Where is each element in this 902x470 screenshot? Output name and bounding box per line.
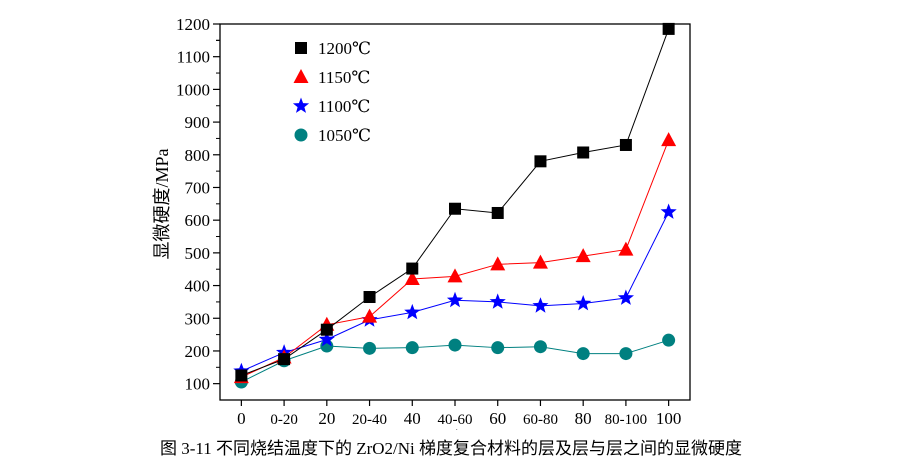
legend-marker [292, 97, 310, 113]
data-point [404, 271, 420, 286]
x-tick-label: 60-80 [523, 412, 558, 428]
series-star [233, 203, 677, 379]
x-tick-label: 20-40 [352, 412, 387, 428]
data-point [532, 254, 548, 269]
data-point [320, 323, 333, 336]
data-point [619, 347, 633, 361]
data-point [618, 241, 634, 256]
data-point [363, 341, 377, 355]
data-point [405, 341, 419, 355]
chart: 1002003004005006007008009001000110012000… [152, 15, 691, 451]
data-point [318, 331, 335, 347]
data-point [448, 338, 462, 352]
y-tick-label: 600 [185, 211, 211, 230]
data-point [619, 138, 632, 151]
data-point [533, 340, 547, 354]
x-tick-label: 100 [656, 409, 682, 428]
y-tick-label: 1200 [176, 15, 210, 34]
legend-label: 1150℃ [318, 68, 370, 87]
x-tick-label: 20 [318, 409, 335, 428]
data-point [575, 295, 592, 311]
data-point [235, 369, 248, 382]
x-tick-label: 40-60 [438, 412, 473, 428]
y-tick-label: 300 [185, 309, 211, 328]
x-tick-label: 40 [404, 409, 421, 428]
x-axis-label: ZrO2 含量/% [409, 429, 500, 430]
y-tick-label: 200 [185, 342, 211, 361]
y-tick-label: 1000 [176, 80, 210, 99]
legend-marker [295, 42, 307, 54]
data-point [490, 256, 506, 271]
y-axis-label: 显微硬度/MPa [152, 148, 172, 259]
data-point [447, 268, 463, 283]
series-square [235, 22, 675, 382]
data-point [278, 353, 291, 366]
data-point [363, 291, 376, 304]
data-point [406, 262, 419, 275]
legend-marker [293, 69, 309, 83]
legend-marker [294, 128, 308, 142]
data-point [489, 293, 506, 309]
y-tick-label: 900 [185, 113, 211, 132]
y-tick-label: 100 [185, 375, 211, 394]
x-tick-label: 80-100 [605, 412, 648, 428]
figure-caption: 图 3-11 不同烧结温度下的 ZrO2/Ni 梯度复合材料的层及层与层之间的显… [159, 439, 743, 458]
data-point [404, 303, 421, 320]
data-point [534, 155, 547, 168]
data-point [491, 206, 504, 219]
y-tick-label: 1100 [177, 48, 210, 67]
legend-label: 1100℃ [318, 97, 370, 116]
legend-label: 1200℃ [318, 39, 371, 58]
data-point [662, 22, 675, 35]
data-point [576, 347, 590, 361]
series-circle [234, 333, 676, 389]
data-point [662, 333, 676, 347]
legend-label: 1050℃ [318, 126, 371, 145]
x-tick-label: 60 [489, 409, 506, 428]
data-point [660, 203, 677, 219]
x-tick-label: 80 [575, 409, 592, 428]
data-point [575, 248, 591, 263]
y-tick-label: 700 [185, 178, 211, 197]
x-tick-label: 0 [237, 409, 246, 428]
data-point [446, 291, 464, 308]
y-tick-label: 800 [185, 146, 211, 165]
data-point [449, 202, 461, 215]
data-point [661, 132, 677, 147]
y-tick-label: 500 [185, 244, 211, 263]
data-point [362, 308, 378, 323]
data-point [577, 146, 590, 159]
y-tick-label: 400 [185, 277, 211, 296]
x-tick-label: 0-20 [270, 412, 298, 428]
data-point [617, 289, 634, 305]
data-point [491, 341, 505, 355]
data-point [532, 297, 549, 313]
